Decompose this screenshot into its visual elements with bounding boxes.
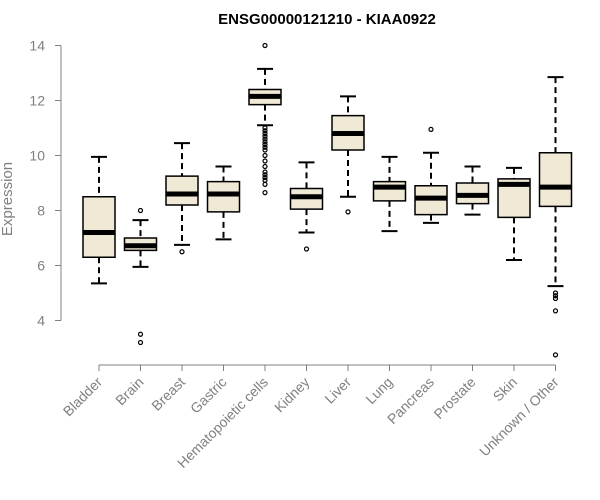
outlier-point [262,130,268,137]
x-tick-label: Skin [490,374,521,405]
x-tick-label: Bladder [60,374,106,420]
box [372,180,407,202]
outlier-point [262,125,268,131]
box-group [123,207,158,346]
outlier-point [137,331,144,337]
outlier-point [428,126,434,132]
outlier-point [179,249,185,255]
outlier-point [262,177,268,183]
x-tick-label: Prostate [430,374,478,422]
y-tick-label: 12 [29,93,45,109]
outlier-point [262,163,268,170]
outlier-point [137,207,144,214]
outlier-point [552,290,559,296]
y-tick-label: 4 [37,313,45,329]
outlier-point [262,172,268,178]
outlier-point [552,293,559,299]
y-tick-label: 10 [29,148,45,164]
outlier-point [262,152,268,159]
outlier-point [262,174,268,181]
y-axis-label: Expression [0,162,16,236]
outlier-point [262,144,268,150]
box-group [248,42,282,196]
x-tick-label: Lung [362,374,395,407]
outlier-point [262,136,268,142]
x-tick-label: Unknown / Other [476,374,562,460]
box-group [165,142,199,255]
outlier-point [262,158,268,164]
outlier-point [552,352,559,358]
box [538,152,573,208]
y-tick-label: 8 [37,203,45,219]
x-tick-label: Liver [321,374,354,407]
outlier-point [552,308,559,314]
box-group [455,165,490,216]
outlier-point [303,246,310,252]
box [82,196,116,258]
outlier-point [137,339,144,346]
box [165,175,199,206]
box-group [82,155,116,285]
box-group [497,166,531,261]
outlier-point [262,42,268,49]
outlier-point [552,295,559,302]
box-group [538,76,573,358]
outlier-point [262,133,268,139]
box-group [289,161,324,252]
boxes-layer [82,42,573,358]
box-group [414,126,448,224]
box-group [372,155,407,233]
outlier-point [262,139,268,145]
box [206,180,241,213]
outlier-point [262,169,268,175]
outlier-point [262,141,268,148]
outlier-point [262,190,268,196]
outlier-point [262,128,268,134]
outlier-point [345,209,351,215]
outlier-point [262,181,268,187]
x-tick-label: Breast [148,374,188,414]
y-tick-label: 14 [29,38,45,54]
y-tick-label: 6 [37,258,45,274]
x-tick-label: Kidney [271,374,313,416]
outlier-point [262,147,268,153]
box-group [331,95,365,215]
y-axis: 4 6 8 10 12 14 [29,38,62,329]
chart-title: ENSG00000121210 - KIAA0922 [218,11,436,28]
x-tick-label: Brain [112,374,146,408]
box-group [206,165,241,241]
